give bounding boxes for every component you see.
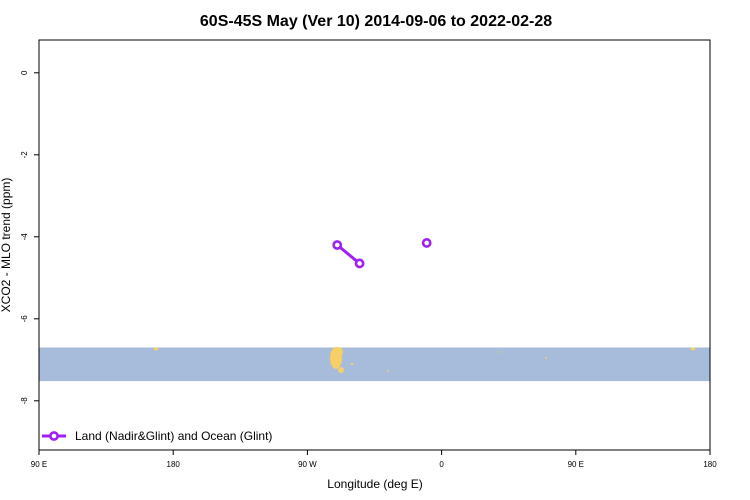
- ocean-band: [39, 347, 710, 382]
- y-tick-label: 0: [20, 70, 29, 75]
- land-kerguelen: [544, 357, 548, 359]
- y-tick-label: -4: [20, 233, 29, 241]
- land-tierra-del-fuego: [338, 367, 344, 373]
- data-point: [332, 240, 343, 250]
- legend: Land (Nadir&Glint) and Ocean (Glint): [42, 429, 272, 443]
- y-axis: 0 -2 -4 -6 -8: [20, 70, 39, 404]
- land-south-georgia: [386, 370, 390, 372]
- y-tick-label: -6: [20, 315, 29, 323]
- map-band: [39, 347, 710, 382]
- x-tick-label: 90 E: [31, 460, 47, 469]
- x-tick-label: 180: [703, 460, 717, 469]
- land-falklands: [350, 363, 354, 365]
- y-axis-label: XCO2 - MLO trend (ppm): [0, 178, 13, 313]
- legend-marker-swatch: [49, 431, 59, 441]
- y-tick-label: -2: [20, 151, 29, 159]
- land-new-zealand-south: [153, 347, 159, 351]
- land-patagonia-north: [333, 347, 343, 357]
- chart-title: 60S-45S May (Ver 10) 2014-09-06 to 2022-…: [200, 13, 552, 30]
- land-crozet: [498, 351, 500, 353]
- x-tick-label: 90 E: [568, 460, 584, 469]
- legend-label: Land (Nadir&Glint) and Ocean (Glint): [75, 429, 272, 443]
- data-point: [421, 238, 432, 248]
- land-new-zealand-south-repeat: [690, 347, 696, 351]
- x-tick-label: 180: [167, 460, 181, 469]
- x-axis: 90 E 180 90 W 0 90 E 180: [31, 450, 717, 469]
- x-tick-label: 0: [439, 460, 444, 469]
- y-tick-label: -8: [20, 397, 29, 405]
- plot-frame: [38, 39, 711, 451]
- data-point: [354, 258, 365, 269]
- series-layer: [332, 238, 432, 269]
- x-tick-label: 90 W: [298, 460, 317, 469]
- x-axis-label: Longitude (deg E): [327, 477, 422, 491]
